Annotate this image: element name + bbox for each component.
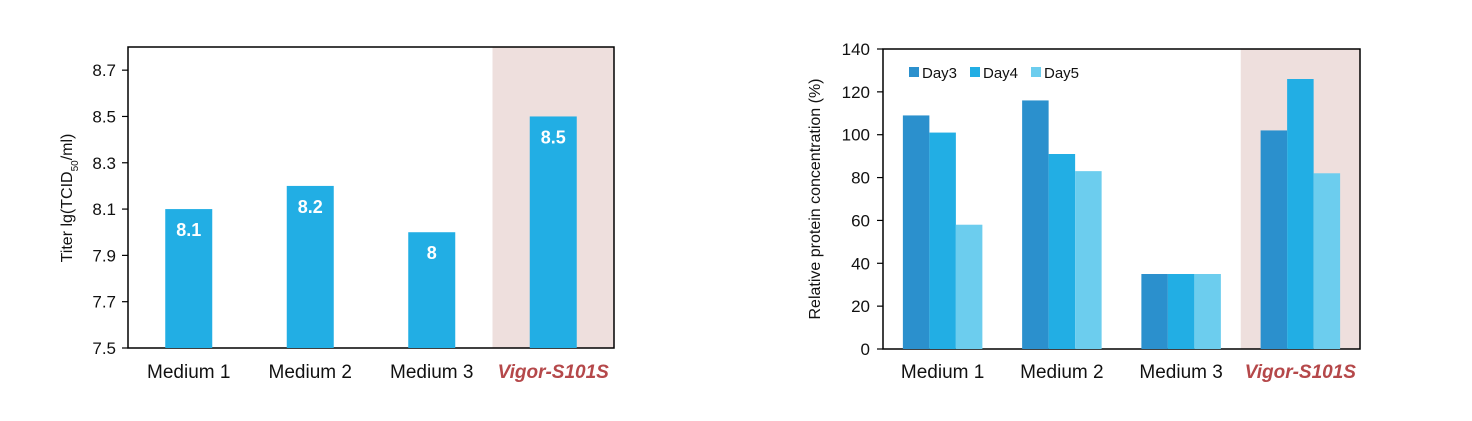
- category-label: Medium 1: [147, 362, 230, 383]
- data-label: 8: [427, 243, 437, 263]
- y-tick-label: 80: [851, 169, 870, 188]
- bar: [165, 209, 213, 348]
- y-tick-label: 7.9: [92, 246, 116, 265]
- bar-day4: [1048, 154, 1076, 349]
- legend-label: Day5: [1044, 65, 1079, 82]
- y-tick-label: 20: [851, 297, 870, 316]
- category-label: Medium 2: [269, 362, 352, 383]
- y-tick-label: 8.1: [92, 200, 116, 219]
- category-label: Medium 3: [1139, 362, 1222, 383]
- bar-day4: [929, 132, 956, 349]
- y-axis-label: Titer lg(TCID50/ml): [59, 134, 81, 263]
- legend-swatch: [1031, 67, 1041, 77]
- y-axis-label-tail: /ml): [59, 134, 76, 161]
- plot-frame: [127, 46, 615, 349]
- y-axis-label-main: Titer lg(TCID: [59, 171, 76, 262]
- chart-protein: 0 20 40 60 80 100 120 140 Medium 1 Medium 2 Medium…: [807, 40, 1361, 383]
- category-label: Medium 2: [1020, 362, 1103, 383]
- y-tick-label: 8.5: [92, 107, 116, 126]
- bar: [286, 185, 334, 348]
- bar-day5: [1194, 274, 1221, 349]
- bar: [529, 116, 577, 348]
- chart-titer: 7.5 7.7 7.9 8.1 8.3 8.5 8.7 8.1 8.2 8 8.5 Medium 1 M…: [59, 46, 615, 383]
- bar-day5: [955, 224, 983, 349]
- bar-day3: [1022, 100, 1049, 349]
- legend-swatch: [970, 67, 980, 77]
- category-label: Medium 3: [390, 362, 473, 383]
- bar-day3: [1141, 274, 1168, 349]
- legend-label: Day4: [983, 65, 1018, 82]
- bar-day5: [1313, 173, 1341, 349]
- data-label: 8.1: [176, 220, 201, 240]
- legend-swatch: [909, 67, 919, 77]
- bar-day4: [1167, 274, 1195, 349]
- y-axis-label-sub: 50: [70, 160, 81, 172]
- plot-frame: [882, 48, 1361, 350]
- category-label-highlight: Vigor-S101S: [498, 362, 610, 383]
- category-label: Medium 1: [901, 362, 984, 383]
- y-tick-label: 8.7: [92, 61, 116, 80]
- bar-day3: [902, 115, 930, 349]
- bar-day3: [1260, 130, 1288, 349]
- y-axis-label: Relative protein concentration (%): [807, 78, 824, 319]
- y-tick-label: 60: [851, 211, 870, 230]
- data-label: 8.5: [541, 127, 566, 147]
- y-tick-label: 40: [851, 254, 870, 273]
- y-tick-label: 140: [842, 40, 870, 59]
- bar-day5: [1075, 171, 1102, 349]
- bar-day4: [1287, 79, 1314, 349]
- data-label: 8.2: [298, 197, 323, 217]
- legend-label: Day3: [922, 65, 957, 82]
- y-tick-label: 100: [842, 126, 870, 145]
- y-tick-label: 120: [842, 83, 870, 102]
- y-tick-label: 7.5: [92, 339, 116, 358]
- y-tick-label: 0: [861, 340, 870, 359]
- y-tick-label: 7.7: [92, 293, 116, 312]
- category-label-highlight: Vigor-S101S: [1245, 362, 1357, 383]
- bar: [408, 232, 456, 348]
- y-tick-label: 8.3: [92, 154, 116, 173]
